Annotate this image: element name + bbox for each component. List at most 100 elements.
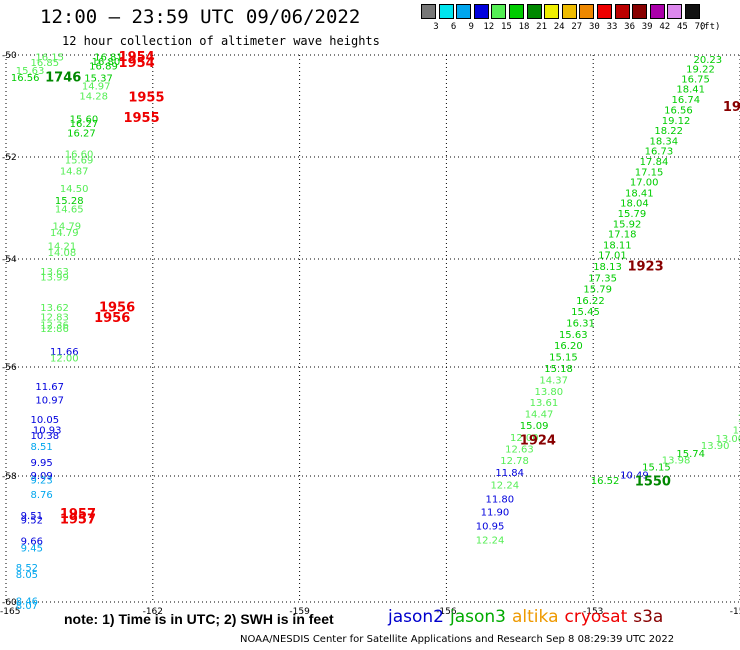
wave-height-value: 8.05 [16,570,38,581]
wave-height-value: 19.22 [686,64,715,75]
wave-height-value: 14.87 [60,166,89,177]
wave-height-value: 13.63 [40,267,69,278]
wave-height-value: 20.23 [694,55,723,66]
lat-label: -60 [2,598,17,608]
wave-height-value: 18.22 [654,126,683,137]
wave-height-value: 10.05 [30,415,59,426]
wave-height-value: 10.95 [476,522,505,533]
wave-height-value: 14.47 [525,410,554,421]
satellite-name: jason3 [450,607,506,627]
wave-height-value: 15.79 [583,284,612,295]
wave-height-value: 13.90 [701,441,730,452]
wave-height-value: 15.92 [613,219,642,230]
wave-height-value: 18.13 [593,262,622,273]
wave-height-value: 15.09 [520,421,549,432]
wave-height-value: 10.97 [35,396,64,407]
footnote: note: 1) Time is in UTC; 2) SWH is in fe… [64,611,334,627]
wave-height-value: 15.18 [544,364,573,375]
legend-label: 15 [500,22,512,32]
lon-label: -165 [0,607,20,617]
wave-height-value: 11.66 [50,347,79,358]
legend-label: 21 [536,22,548,32]
wave-height-value: 18.41 [676,85,705,96]
wave-height-value: 8.07 [16,601,38,612]
wave-height-value: 9.51 [21,511,43,522]
legend-swatch [579,4,595,19]
pass-time-label: 1954 [119,56,155,71]
pass-time-label: 1955 [123,111,159,126]
wave-height-value: 10.93 [33,425,62,436]
legend-label: 24 [553,22,565,32]
wave-height-value: 16.75 [681,75,710,86]
legend-swatch [509,4,524,19]
wave-height-value: 17.35 [588,274,617,285]
map-axis-labels: -165 -162 -159 -156 -153 -150 -50 -52 -54 -56 -58 -… [0,51,740,617]
legend-label: 45 [676,22,688,32]
lat-label: -58 [2,472,17,482]
wave-height-value: 15.45 [571,307,600,318]
wave-height-value: 13.98 [662,455,691,466]
wave-height-value: 17.00 [630,178,659,189]
wave-height-value: 12.63 [505,445,534,456]
observation-labels: 16.1516.8515.6316.5616.8116.8016.8915.37… [11,53,740,612]
legend-label: 27 [571,22,583,32]
wave-height-value: 15.15 [642,463,671,474]
wave-height-value: 16.60 [65,150,94,161]
wave-height-value: 12.24 [476,535,505,546]
wave-height-value: 16.80 [92,57,121,68]
wave-height-value: 9.52 [21,515,43,526]
legend-swatch [544,4,560,19]
wave-height-value: 15.37 [84,74,113,85]
wave-height-value: 16.74 [671,95,700,106]
legend-label: 12 [483,22,495,32]
legend-swatch [649,4,665,19]
wave-height-value: 12.00 [50,354,79,365]
legend-swatch [632,4,648,19]
wave-height-value: 15.15 [549,353,578,364]
legend-swatch [597,4,612,19]
wave-height-value: 12.00 [510,433,539,444]
wave-height-value: 12.86 [40,324,69,335]
satellite-name: s3a [633,607,664,627]
wave-height-value: 15.74 [676,449,705,460]
wave-height-value: 19.12 [662,116,691,127]
wave-height-value: 18.34 [649,136,678,147]
credit-line: NOAA/NESDIS Center for Satellite Applica… [240,634,675,645]
legend-label: 70 [694,22,706,32]
legend-label: 42 [659,22,671,32]
wave-height-value: 9.95 [30,458,52,469]
wave-height-value: 9.23 [30,476,52,487]
wave-height-value: 17.84 [640,157,669,168]
wave-height-value: 17.01 [598,250,627,261]
pass-time-label: 1957 [60,507,96,522]
lon-label: -153 [583,607,603,617]
lon-label: -150 [730,607,740,617]
legend-swatch [614,4,630,19]
legend-swatch [685,4,700,19]
lat-label: -52 [2,153,17,163]
wave-height-value: 16.56 [664,106,693,117]
wave-height-value: 12.36 [40,321,69,332]
wave-height-value: 8.52 [16,563,38,574]
wave-height-value: 10.38 [30,431,59,442]
legend-swatch [456,4,472,19]
wave-height-value: 14.97 [82,82,111,93]
pass-time-label: 1957 [60,512,96,527]
wave-height-value: 14.50 [60,184,89,195]
wave-height-value: 12.24 [490,481,519,492]
wave-height-value: 8.51 [30,442,52,453]
pass-time-label: 1923 [627,259,663,274]
legend-label: 9 [468,22,474,32]
wave-height-value: 14.21 [48,241,77,252]
wave-height-value: 16.89 [89,61,118,72]
wave-height-value: 16.56 [11,73,40,84]
wave-height-value: 12.83 [40,313,69,324]
wave-height-value: 16.73 [645,146,674,157]
wave-height-value: 13.61 [530,398,559,409]
map-grid [5,54,740,603]
wave-height-value: 9.45 [21,544,43,555]
wave-height-value: 18.11 [603,240,632,251]
legend-label: 6 [450,22,457,32]
wave-height-value: 8.76 [30,490,52,501]
